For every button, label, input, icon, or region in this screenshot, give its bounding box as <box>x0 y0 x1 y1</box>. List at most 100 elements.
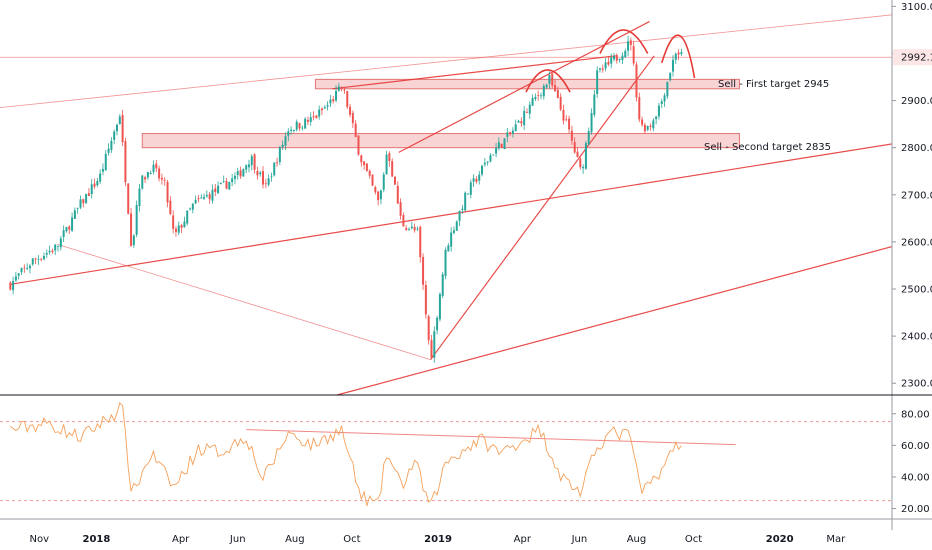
candle-body <box>478 174 481 181</box>
candle-body <box>34 258 37 260</box>
candle-body <box>23 267 26 269</box>
candle-body <box>144 177 147 180</box>
candle-body <box>14 276 17 281</box>
candle-body <box>326 105 329 107</box>
candle-body <box>433 331 436 358</box>
candle-body <box>318 109 321 117</box>
candle-body <box>671 59 674 72</box>
rsi-tick-label: 40.00 <box>901 472 930 483</box>
candle-body <box>596 70 599 95</box>
candle-body <box>506 132 509 137</box>
candle-body <box>110 140 113 150</box>
candle-body <box>250 156 253 166</box>
candle-body <box>680 52 683 55</box>
candle-body <box>113 131 116 140</box>
candle-body <box>197 198 200 200</box>
candle-body <box>534 96 537 99</box>
candle-body <box>349 106 352 115</box>
candle-body <box>222 181 225 182</box>
candle-body <box>217 185 220 194</box>
candle-body <box>517 120 520 123</box>
candle-body <box>309 117 312 122</box>
candle-body <box>295 121 298 130</box>
candle-body <box>495 147 498 154</box>
candle-body <box>545 84 548 88</box>
time-tick-label: 2018 <box>82 534 110 545</box>
candle-body <box>158 168 161 179</box>
price-tick-label: 2600.0 <box>901 237 932 248</box>
candle-body <box>598 68 601 70</box>
candle-body <box>118 116 121 125</box>
candle-body <box>632 46 635 64</box>
candle-body <box>643 124 646 132</box>
candle-body <box>26 267 29 269</box>
candle-body <box>618 58 621 61</box>
candle-body <box>115 124 118 132</box>
candle-body <box>186 210 189 224</box>
time-tick-label: Aug <box>285 534 305 545</box>
candle-body <box>346 91 349 107</box>
candle-body <box>447 245 450 252</box>
candle-body <box>391 161 394 177</box>
lower-channel-line <box>336 246 893 396</box>
candle-body <box>281 144 284 147</box>
candle-body <box>666 81 669 97</box>
upper-channel-line-2 <box>332 55 616 90</box>
candle-body <box>590 113 593 133</box>
candle-body <box>337 86 340 91</box>
first-target-zone <box>314 78 740 90</box>
candle-body <box>464 192 467 211</box>
time-tick-label: Jun <box>229 534 246 545</box>
candle-body <box>169 200 172 214</box>
candle-body <box>542 86 545 97</box>
candle-body <box>130 213 133 246</box>
head-arc-left <box>525 69 571 93</box>
candle-body <box>340 86 343 89</box>
rsi-trendline <box>246 429 736 446</box>
candle-body <box>455 221 458 231</box>
candle-body <box>278 147 281 163</box>
candle-body <box>489 155 492 162</box>
candle-body <box>385 154 388 175</box>
candle-body <box>194 199 197 204</box>
candle-body <box>99 173 102 182</box>
candle-body <box>374 187 377 193</box>
candle-body <box>183 221 186 228</box>
candle-body <box>674 53 677 60</box>
candle-body <box>51 250 54 252</box>
candle-body <box>568 118 571 130</box>
candle-body <box>12 281 15 291</box>
annotations: 2992.1 Sell - First target 2945 Sell - Sec… <box>704 49 932 153</box>
candle-body <box>393 176 396 185</box>
candle-body <box>627 41 630 51</box>
candle-body <box>62 230 65 238</box>
candle-body <box>646 126 649 130</box>
rising-support-line <box>430 55 655 361</box>
candle-body <box>584 143 587 169</box>
candle-body <box>214 188 217 192</box>
candle-body <box>351 113 354 124</box>
candle-body <box>537 95 540 96</box>
candle-body <box>200 197 203 199</box>
candle-body <box>101 169 104 172</box>
candle-body <box>548 75 551 84</box>
price-tick-label: 3100.0 <box>901 2 932 13</box>
time-tick-label: Oct <box>343 534 360 545</box>
target-zones <box>141 78 740 149</box>
candle-body <box>427 316 430 341</box>
candle-body <box>121 114 124 143</box>
candle-body <box>276 162 279 164</box>
time-tick-label: Oct <box>685 534 702 545</box>
candle-body <box>211 189 214 201</box>
candle-body <box>191 203 194 210</box>
candle-body <box>287 131 290 136</box>
candle-body <box>424 284 427 315</box>
head-arc-middle <box>599 29 649 54</box>
candle-body <box>42 255 45 260</box>
candle-body <box>579 158 582 168</box>
candle-body <box>31 258 34 265</box>
candle-body <box>135 205 138 235</box>
candle-body <box>663 95 666 102</box>
candle-body <box>93 183 96 187</box>
